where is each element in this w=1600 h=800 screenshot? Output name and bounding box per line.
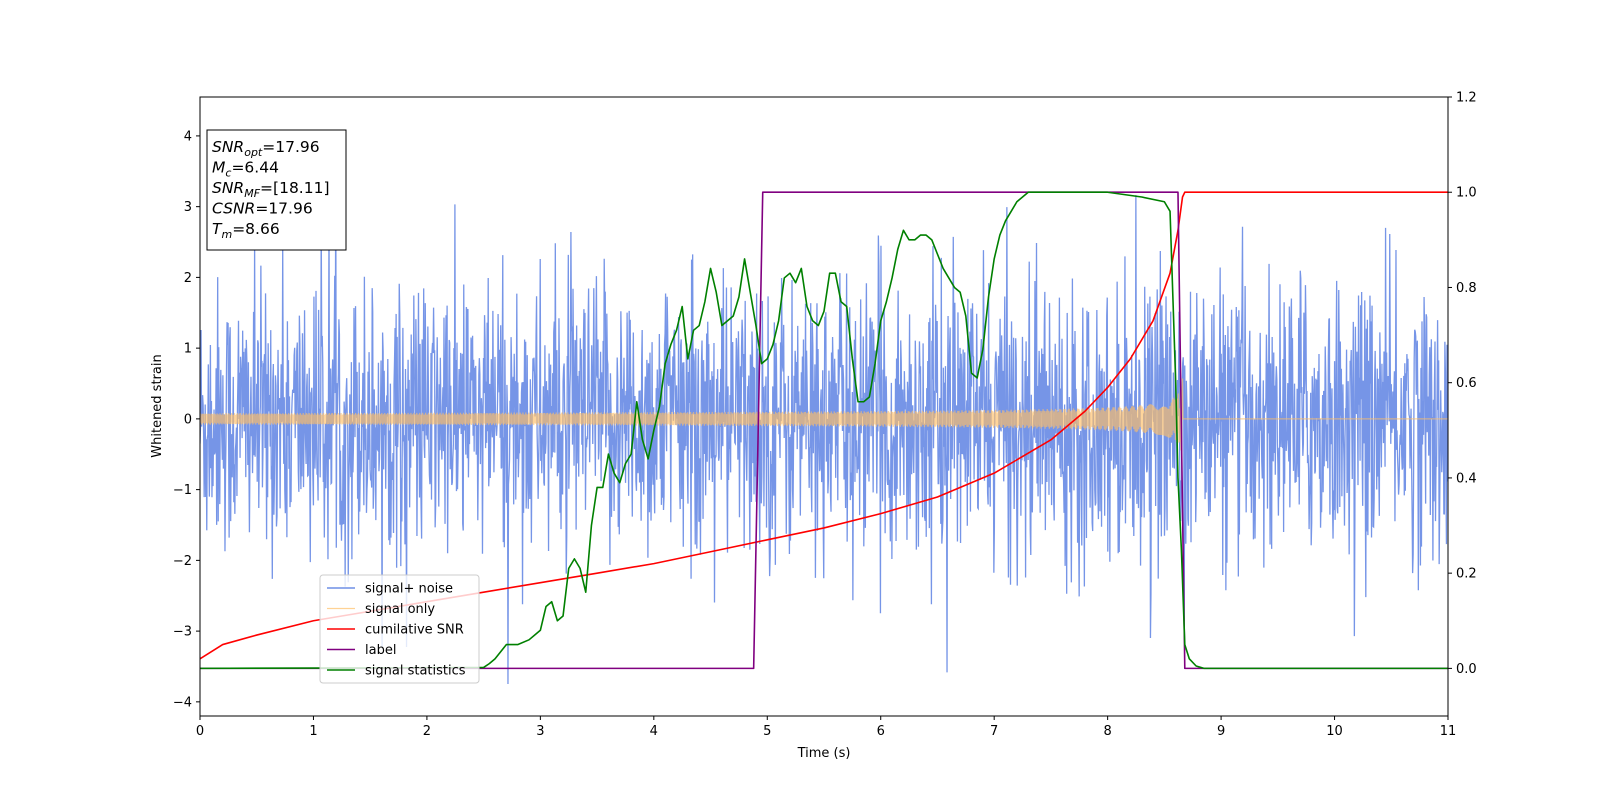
- legend-label: signal only: [365, 602, 435, 617]
- legend-label: signal statistics: [365, 664, 466, 679]
- x-tick-label: 8: [1103, 724, 1111, 739]
- y-tick-label: 4: [184, 129, 192, 144]
- annotation-line: SNRopt=17.96: [212, 138, 320, 159]
- x-tick-label: 9: [1217, 724, 1225, 739]
- x-tick-label: 10: [1326, 724, 1343, 739]
- y2-tick-label: 0.8: [1456, 281, 1477, 296]
- y2-tick-label: 1.2: [1456, 91, 1477, 106]
- legend-label: signal+ noise: [365, 582, 453, 597]
- x-tick-label: 5: [763, 724, 771, 739]
- annotation-line: CSNR=17.96: [212, 200, 313, 218]
- annotation-line: SNRMF=[18.11]: [212, 179, 330, 200]
- annotation-box: SNRopt=17.96Mc=6.44SNRMF=[18.11]CSNR=17.…: [206, 129, 347, 251]
- y2-tick-label: 0.0: [1456, 662, 1477, 677]
- x-tick-label: 3: [536, 724, 544, 739]
- x-tick-label: 2: [423, 724, 431, 739]
- y-tick-label: −1: [173, 483, 192, 498]
- y-tick-label: 2: [184, 271, 192, 286]
- y-tick-label: −3: [173, 625, 192, 640]
- x-tick-label: 0: [196, 724, 204, 739]
- y2-tick-label: 1.0: [1456, 186, 1477, 201]
- annotation-line: Mc=6.44: [212, 159, 279, 180]
- legend-label: cumilative SNR: [365, 623, 464, 638]
- x-tick-label: 6: [877, 724, 885, 739]
- x-tick-label: 7: [990, 724, 998, 739]
- y-tick-label: 0: [184, 412, 192, 427]
- y2-tick-label: 0.4: [1456, 471, 1477, 486]
- y-tick-label: 1: [184, 342, 192, 357]
- legend-label: label: [365, 643, 396, 658]
- series-signal-only-line: [200, 378, 1448, 451]
- series-signal-noise-line: [200, 157, 1448, 684]
- y-tick-label: −2: [173, 554, 192, 569]
- legend: signal+ noise signal only cumilative SNR la…: [319, 574, 480, 684]
- y-tick-label: 3: [184, 200, 192, 215]
- y-axis-title: Whitened strain: [150, 354, 165, 457]
- series-signal-statistics-line: [200, 191, 1448, 670]
- x-axis-title: Time (s): [797, 746, 851, 761]
- plot-frame: [199, 96, 1449, 717]
- y2-tick-label: 0.2: [1456, 567, 1477, 582]
- x-tick-label: 1: [309, 724, 317, 739]
- y-tick-label: −4: [173, 695, 192, 710]
- x-tick-label: 11: [1440, 724, 1457, 739]
- annotation-line: Tm=8.66: [212, 220, 280, 241]
- x-tick-label: 4: [650, 724, 658, 739]
- y2-tick-label: 0.6: [1456, 376, 1477, 391]
